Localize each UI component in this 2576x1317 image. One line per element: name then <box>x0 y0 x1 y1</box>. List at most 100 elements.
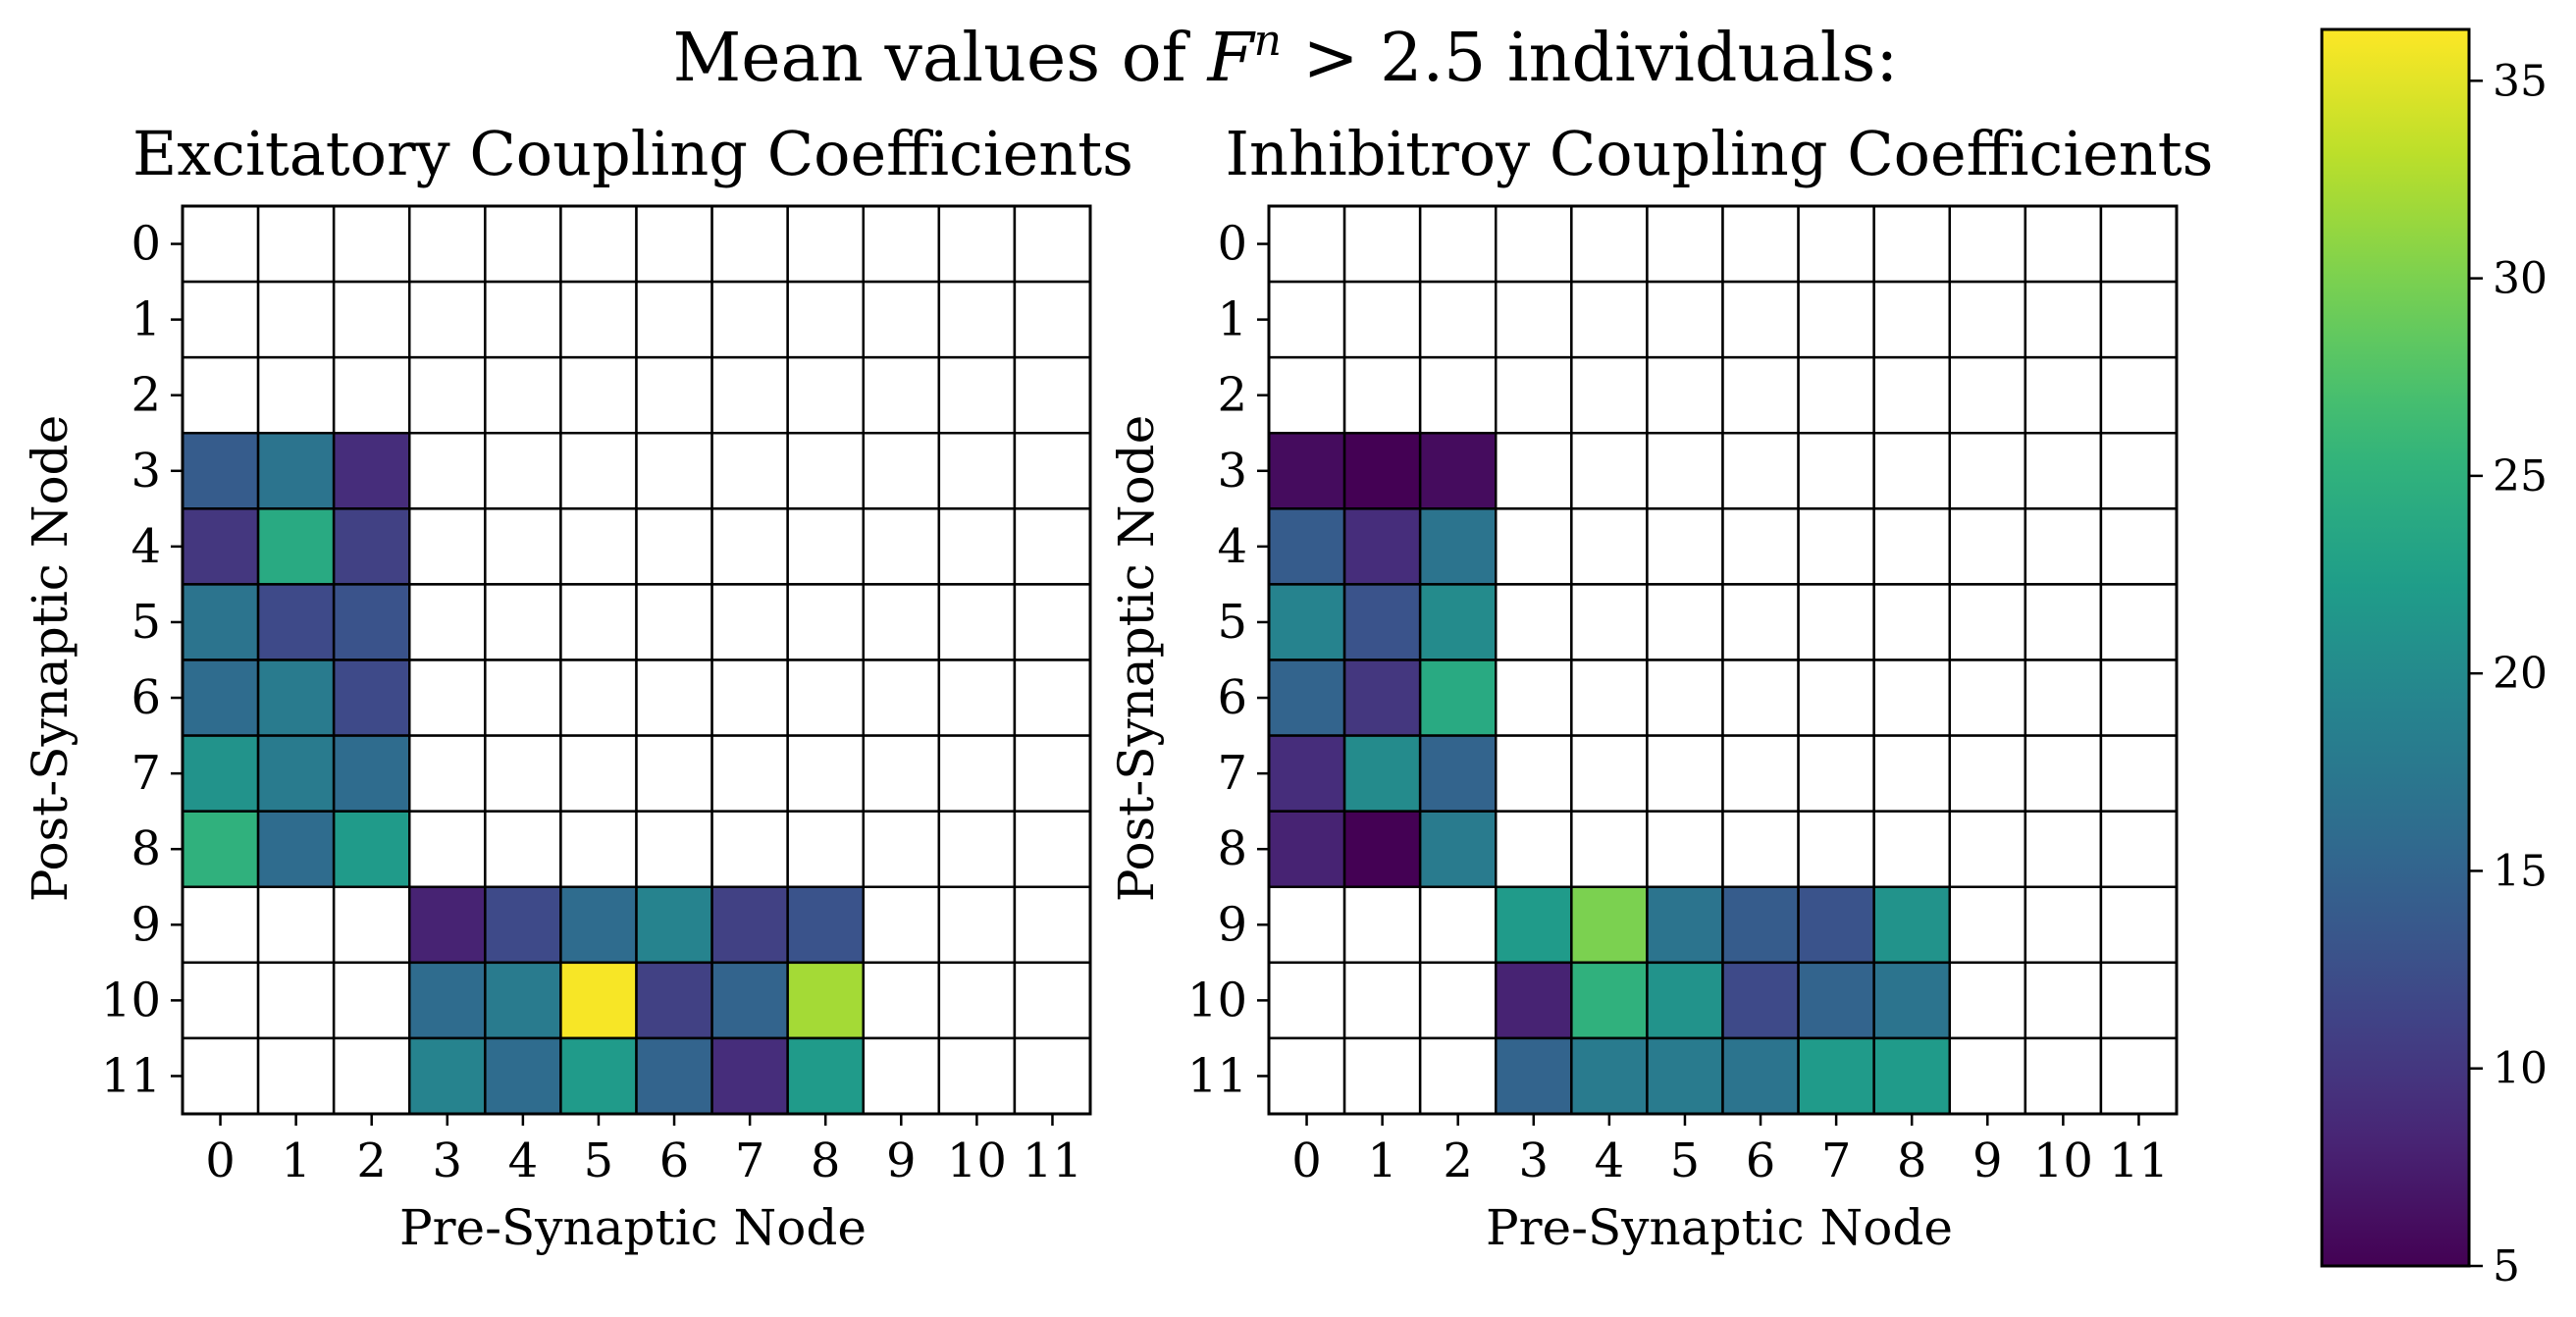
excitatory-cell-0-10 <box>937 204 1017 284</box>
inhibitory-x-tick-label-1: 1 <box>1367 1133 1397 1188</box>
inhibitory-cell-11-4 <box>1570 1036 1649 1116</box>
excitatory-cell-3-9 <box>862 432 941 510</box>
inhibitory-cell-11-6 <box>1721 1036 1800 1116</box>
inhibitory-y-tick-label-10: 10 <box>1187 973 1247 1027</box>
excitatory-x-tick-label-7: 7 <box>735 1133 765 1188</box>
excitatory-cell-8-4 <box>484 810 562 889</box>
inhibitory-cell-3-5 <box>1646 432 1724 510</box>
inhibitory-y-tick-label-4: 4 <box>1217 519 1247 574</box>
excitatory-cell-11-7 <box>710 1036 789 1116</box>
excitatory-x-tick-label-9: 9 <box>886 1133 917 1188</box>
excitatory-cell-0-9 <box>862 204 941 284</box>
excitatory-cell-10-1 <box>256 961 336 1040</box>
inhibitory-cell-8-11 <box>2099 810 2179 889</box>
inhibitory-cell-6-6 <box>1721 658 1800 737</box>
excitatory-cell-2-8 <box>786 355 866 435</box>
excitatory-cell-0-8 <box>786 204 866 284</box>
excitatory-y-tick-label-1: 1 <box>131 292 161 347</box>
inhibitory-cell-2-4 <box>1570 355 1649 435</box>
inhibitory-cell-10-11 <box>2099 961 2179 1040</box>
colorbar-tick-label-1: 10 <box>2493 1044 2548 1094</box>
inhibitory-cell-5-4 <box>1570 583 1649 661</box>
excitatory-cell-8-2 <box>332 810 411 889</box>
excitatory-cell-9-11 <box>1013 885 1092 965</box>
inhibitory-cell-2-1 <box>1342 355 1422 435</box>
excitatory-cell-10-8 <box>786 961 866 1040</box>
excitatory-cell-2-10 <box>937 355 1017 435</box>
inhibitory-cell-4-6 <box>1721 507 1800 586</box>
inhibitory-cell-9-9 <box>1948 885 2027 965</box>
inhibitory-cell-4-0 <box>1267 507 1346 586</box>
excitatory-cell-11-3 <box>408 1036 487 1116</box>
inhibitory-cell-9-5 <box>1646 885 1724 965</box>
inhibitory-cell-7-6 <box>1721 734 1800 813</box>
inhibitory-cell-5-10 <box>2024 583 2103 661</box>
inhibitory-cell-4-1 <box>1342 507 1422 586</box>
excitatory-cell-10-7 <box>710 961 789 1040</box>
inhibitory-cell-0-3 <box>1495 204 1573 284</box>
excitatory-cell-11-10 <box>937 1036 1017 1116</box>
inhibitory-cell-0-10 <box>2024 204 2103 284</box>
excitatory-cell-5-3 <box>408 583 487 661</box>
excitatory-cell-7-3 <box>408 734 487 813</box>
inhibitory-cell-4-3 <box>1495 507 1573 586</box>
inhibitory-cell-7-10 <box>2024 734 2103 813</box>
excitatory-cell-7-7 <box>710 734 789 813</box>
colorbar: 5 10 15 20 25 30 35 <box>2320 27 2548 1291</box>
excitatory-cell-9-10 <box>937 885 1017 965</box>
inhibitory-cell-2-8 <box>1872 355 1951 435</box>
inhibitory-cell-6-10 <box>2024 658 2103 737</box>
excitatory-y-tick-label-10: 10 <box>101 973 161 1027</box>
excitatory-cell-2-1 <box>256 355 336 435</box>
excitatory-y-tick-label-11: 11 <box>101 1048 161 1103</box>
excitatory-cell-9-0 <box>181 885 260 965</box>
excitatory-cell-7-5 <box>559 734 638 813</box>
excitatory-cell-1-1 <box>256 280 336 359</box>
excitatory-cell-5-2 <box>332 583 411 661</box>
inhibitory-cell-6-1 <box>1342 658 1422 737</box>
inhibitory-x-tick-label-11: 11 <box>2109 1133 2169 1188</box>
excitatory-cell-7-6 <box>635 734 713 813</box>
excitatory-x-tick-label-5: 5 <box>584 1133 614 1188</box>
inhibitory-cell-11-5 <box>1646 1036 1724 1116</box>
inhibitory-y-tick-label-9: 9 <box>1217 897 1247 952</box>
excitatory-cell-11-1 <box>256 1036 336 1116</box>
inhibitory-cell-0-1 <box>1342 204 1422 284</box>
excitatory-x-axis-label: Pre-Synaptic Node <box>399 1199 867 1256</box>
excitatory-cell-11-9 <box>862 1036 941 1116</box>
excitatory-cell-10-3 <box>408 961 487 1040</box>
inhibitory-y-tick-label-6: 6 <box>1217 670 1247 725</box>
excitatory-cell-6-0 <box>181 658 260 737</box>
inhibitory-cell-3-6 <box>1721 432 1800 510</box>
inhibitory-cell-8-4 <box>1570 810 1649 889</box>
excitatory-cell-8-10 <box>937 810 1017 889</box>
inhibitory-cell-5-9 <box>1948 583 2027 661</box>
excitatory-cell-10-2 <box>332 961 411 1040</box>
inhibitory-cell-6-0 <box>1267 658 1346 737</box>
excitatory-cell-4-8 <box>786 507 866 586</box>
inhibitory-cell-3-8 <box>1872 432 1951 510</box>
excitatory-cell-8-6 <box>635 810 713 889</box>
excitatory-cell-7-10 <box>937 734 1017 813</box>
inhibitory-cell-2-9 <box>1948 355 2027 435</box>
excitatory-y-axis-label: Post-Synaptic Node <box>22 415 79 902</box>
excitatory-cell-3-2 <box>332 432 411 510</box>
colorbar-tick-label-2: 15 <box>2493 846 2548 896</box>
inhibitory-axes-frame <box>1267 204 2179 1116</box>
excitatory-cell-4-11 <box>1013 507 1092 586</box>
excitatory-cell-1-9 <box>862 280 941 359</box>
inhibitory-cell-6-9 <box>1948 658 2027 737</box>
inhibitory-cell-4-8 <box>1872 507 1951 586</box>
inhibitory-cell-1-8 <box>1872 280 1951 359</box>
inhibitory-panel-title: Inhibitroy Coupling Coefficients <box>1226 118 2214 189</box>
excitatory-x-tick-label-11: 11 <box>1023 1133 1082 1188</box>
excitatory-cell-10-10 <box>937 961 1017 1040</box>
inhibitory-cell-7-11 <box>2099 734 2179 813</box>
inhibitory-cell-3-9 <box>1948 432 2027 510</box>
excitatory-cell-6-8 <box>786 658 866 737</box>
inhibitory-cell-7-7 <box>1797 734 1875 813</box>
excitatory-cell-7-4 <box>484 734 562 813</box>
colorbar-tick-label-5: 30 <box>2493 254 2548 304</box>
excitatory-cell-3-5 <box>559 432 638 510</box>
excitatory-cell-1-2 <box>332 280 411 359</box>
